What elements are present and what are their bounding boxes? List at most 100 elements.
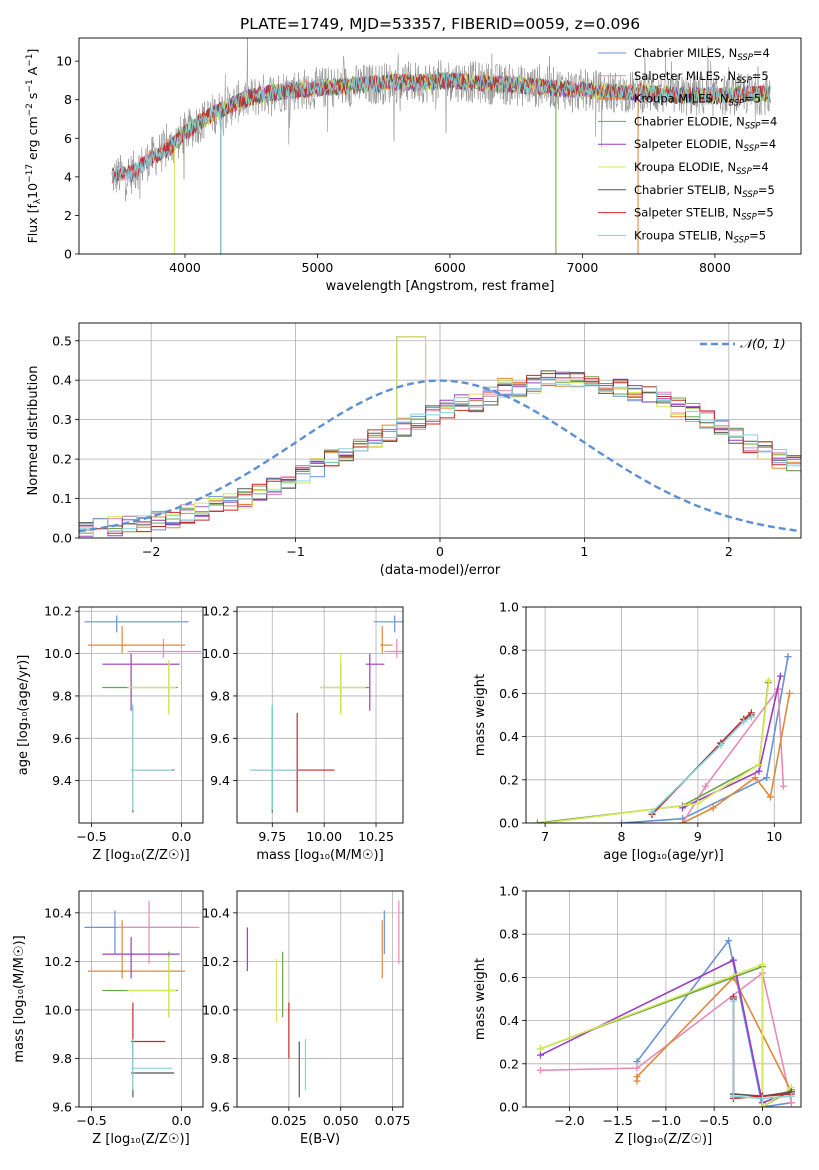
y-tick-label: 9.8 xyxy=(210,1051,230,1066)
y-axis-label: mass [log₁₀(M/M☉)] xyxy=(12,935,27,1062)
weight-marker-kroupa_elodie xyxy=(765,676,773,684)
y-tick-label: 9.8 xyxy=(210,688,230,703)
y-tick-label: 0.6 xyxy=(499,686,519,701)
weight-line-salpeter_miles xyxy=(540,971,793,1103)
weight-marker-kroupa_miles xyxy=(633,1073,641,1081)
y-tick-label: 10.4 xyxy=(44,905,72,920)
figure-title: PLATE=1749, MJD=53357, FIBERID=0059, z=0… xyxy=(240,15,640,33)
x-tick-label: 7000 xyxy=(567,260,599,275)
panel-age_vs_Z: −0.5 0.0 9.4 9.6 9.8 10.0 10.2 Z [log₁₀(Z/Z☉)] a… xyxy=(16,604,204,863)
y-tick-label: 4 xyxy=(64,169,72,184)
weight-marker-salpeter_miles xyxy=(787,1099,795,1107)
y-tick-label: 10.2 xyxy=(44,604,72,619)
x-tick-label: 0.0 xyxy=(171,829,191,844)
x-axis-label: E(B-V) xyxy=(300,1132,340,1147)
x-axis-label: age [log₁₀(age/yr)] xyxy=(603,848,724,863)
weight-line-kroupa_elodie xyxy=(544,680,770,823)
y-tick-label: 0.0 xyxy=(499,1100,519,1115)
x-tick-label: 0.0 xyxy=(752,1113,772,1128)
weight-marker-kroupa_stelib xyxy=(747,713,755,721)
histogram-kroupa_stelib xyxy=(79,378,801,532)
x-tick-label: 4000 xyxy=(169,260,201,275)
normal-curve xyxy=(79,379,799,533)
y-tick-label: 0.4 xyxy=(499,1013,519,1028)
x-tick-label: 9 xyxy=(694,829,702,844)
weight-line-kroupa_stelib xyxy=(732,1001,792,1100)
x-axis-label: mass [log₁₀(M/M☉)] xyxy=(256,848,383,863)
y-axis-label: mass weight xyxy=(473,674,488,756)
weight-marker-kroupa_stelib xyxy=(787,1092,795,1100)
plot-area-weight_vs_Z xyxy=(526,891,801,1107)
weight-line-chabrier_miles xyxy=(636,938,792,1107)
weight-marker-chabrier_miles xyxy=(725,937,733,945)
y-axis-label: mass weight xyxy=(473,958,488,1040)
weight-marker-kroupa_elodie xyxy=(758,960,766,968)
panel-age_vs_mass: 9.75 10.00 10.25 9.4 9.6 9.8 10.0 10.2 mass [log… xyxy=(202,604,404,863)
legend-entry: Kroupa STELIB, NSSP=5 xyxy=(634,228,766,245)
legend-entry: Salpeter STELIB, NSSP=5 xyxy=(634,206,774,223)
x-tick-label: 9.75 xyxy=(258,829,286,844)
grid-mass_vs_ebv xyxy=(237,891,403,1107)
weight-marker-kroupa_elodie xyxy=(541,819,549,823)
axes-frame xyxy=(525,890,802,1108)
weight-marker-kroupa_miles xyxy=(751,774,759,782)
y-tick-label: 0.3 xyxy=(52,412,72,427)
weight-marker-kroupa_stelib xyxy=(717,741,725,749)
x-tick-label: 0.075 xyxy=(375,1113,411,1128)
y-tick-label: 10.0 xyxy=(202,646,230,661)
y-tick-label: 0.8 xyxy=(499,643,519,658)
x-axis-label: Z [log₁₀(Z/Z☉)] xyxy=(615,1132,712,1147)
axes-frame xyxy=(525,606,802,824)
y-axis-label: age [log₁₀(age/yr)] xyxy=(16,655,31,776)
x-tick-label: 0.0 xyxy=(171,1113,191,1128)
x-axis-label: (data-model)/error xyxy=(380,563,501,578)
x-tick-label: −1 xyxy=(286,544,304,559)
weight-line-kroupa_stelib xyxy=(651,716,752,813)
x-tick-label: −1.5 xyxy=(602,1113,632,1128)
model-line-kroupa_stelib xyxy=(111,71,771,185)
x-tick-label: 6000 xyxy=(434,260,466,275)
x-tick-label: −0.5 xyxy=(699,1113,729,1128)
y-tick-label: 0.8 xyxy=(499,927,519,942)
y-tick-label: 1.0 xyxy=(499,600,519,615)
weight-marker-kroupa_stelib xyxy=(740,717,748,725)
y-tick-label: 6 xyxy=(64,131,72,146)
weight-marker-salpeter_elodie xyxy=(755,767,763,775)
legend-entry: Salpeter ELODIE, NSSP=4 xyxy=(634,137,776,154)
y-tick-label: 10.0 xyxy=(44,646,72,661)
weight-marker-salpeter_elodie xyxy=(536,1051,544,1059)
axes-frame xyxy=(78,606,204,824)
axes-frame xyxy=(78,37,802,255)
x-tick-label: 5000 xyxy=(302,260,334,275)
panel-spectrum: 4000 5000 6000 7000 8000 0 2 4 6 8 10 Chabrier MILE… xyxy=(25,37,802,294)
y-tick-label: 9.6 xyxy=(210,731,230,746)
plot-area-mass_vs_Z xyxy=(79,891,203,1107)
y-tick-label: 9.4 xyxy=(52,773,72,788)
y-tick-label: 2 xyxy=(64,208,72,223)
histogram-salpeter_stelib xyxy=(79,373,801,534)
plot-area-residuals xyxy=(79,323,801,538)
y-axis-label: Flux [fλ10−17 erg cm−2 s−1 A−1] xyxy=(25,49,43,244)
weight-marker-salpeter_elodie xyxy=(776,672,784,680)
weight-line-chabrier_miles xyxy=(621,656,789,823)
y-tick-label: 0.5 xyxy=(52,333,72,348)
x-tick-label: 10.00 xyxy=(306,829,342,844)
x-tick-label: 8000 xyxy=(699,260,731,275)
weight-marker-kroupa_stelib xyxy=(648,808,656,816)
panel-residuals: −2 −1 0 1 2 0.0 0.1 0.2 0.3 0.4 0.5 𝒩(0, 1) (data-mo… xyxy=(26,322,802,578)
y-tick-label: 0.2 xyxy=(52,452,72,467)
weight-marker-salpeter_miles xyxy=(536,1066,544,1074)
y-tick-label: 10.2 xyxy=(202,604,230,619)
x-axis-label: Z [log₁₀(Z/Z☉)] xyxy=(92,1132,189,1147)
y-tick-label: 0.1 xyxy=(52,491,72,506)
legend-spectrum: Chabrier MILES, NSSP=4 Salpeter MILES, NS… xyxy=(598,46,777,245)
x-tick-label: 7 xyxy=(541,829,549,844)
x-tick-label: 1 xyxy=(580,544,588,559)
y-tick-label: 9.4 xyxy=(210,773,230,788)
y-tick-label: 1.0 xyxy=(499,884,519,899)
y-tick-label: 8 xyxy=(64,92,72,107)
y-tick-label: 10.0 xyxy=(202,1002,230,1017)
legend-entry: Chabrier MILES, NSSP=4 xyxy=(634,46,770,63)
